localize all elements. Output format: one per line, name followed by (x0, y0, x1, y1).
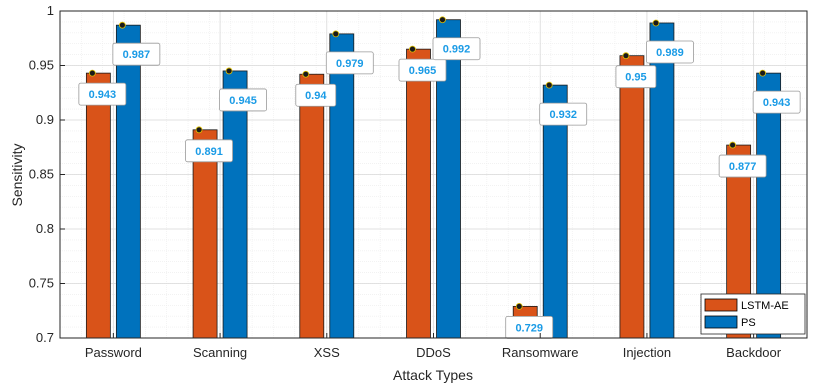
data-tip-marker (652, 19, 660, 27)
data-tip-marker (622, 52, 630, 60)
bar-lstm-ae-xss (299, 73, 325, 339)
data-label-box (78, 82, 127, 106)
data-tip-marker (729, 141, 737, 149)
data-label-box (219, 88, 267, 112)
data-label-box (539, 102, 588, 126)
data-label-box (185, 139, 233, 163)
bar-ps-xss (329, 33, 355, 339)
y-tick-label: 0.75 (29, 276, 54, 291)
x-tick-label-injection: Injection (623, 345, 671, 360)
grid-layer (60, 10, 807, 339)
data-tip-marker (225, 67, 233, 75)
data-label: 0.943 (89, 89, 117, 101)
y-tick-label: 0.8 (36, 221, 54, 236)
data-tip-marker (409, 45, 416, 53)
data-tip-marker (88, 69, 96, 77)
data-tip-marker (545, 81, 553, 89)
data-tip-marker (332, 30, 340, 38)
data-label: 0.989 (656, 47, 684, 59)
data-tip-marker (759, 69, 767, 77)
y-tick-label: 0.85 (29, 167, 54, 182)
x-tick-label-ransomware: Ransomware (502, 345, 579, 360)
data-label: 0.943 (763, 97, 791, 109)
data-label: 0.979 (336, 58, 364, 70)
x-axis: Password Scanning XSS DDoS Ransomware Injecti… (85, 333, 782, 360)
x-tick-label-scanning: Scanning (193, 345, 247, 360)
legend-swatch-lstm-ae (704, 298, 738, 312)
data-label-box (398, 58, 447, 82)
y-axis: 0.7 0.75 0.8 0.85 0.9 0.95 1 (29, 3, 65, 345)
bar-ps-password (115, 24, 141, 339)
data-label-box (112, 42, 161, 66)
data-label: 0.877 (729, 161, 757, 173)
y-axis-label: Sensitivity (9, 143, 25, 206)
legend-label-ps: PS (741, 317, 756, 329)
x-tick-label-ddos: DDoS (416, 345, 451, 360)
data-label: 0.945 (229, 95, 257, 107)
data-label-box (718, 154, 767, 178)
y-tick-label: 0.9 (36, 112, 54, 127)
data-label-box (432, 37, 481, 61)
data-label: 0.987 (123, 49, 151, 61)
data-label: 0.891 (195, 146, 223, 158)
bar-lstm-ae-injection (619, 55, 645, 339)
data-label-box (295, 83, 337, 107)
data-label: 0.94 (305, 90, 327, 102)
legend-swatch-ps (704, 315, 738, 329)
bar-lstm-ae-ddos (406, 48, 431, 339)
x-tick-label-backdoor: Backdoor (726, 345, 782, 360)
legend-label-lstm-ae: LSTM-AE (741, 300, 789, 312)
x-tick-label-password: Password (85, 345, 142, 360)
markers-layer (88, 16, 767, 310)
x-axis-label: Attack Types (393, 367, 473, 383)
x-tick-label-xss: XSS (314, 345, 340, 360)
data-label: 0.965 (409, 65, 437, 77)
data-label-box (646, 40, 694, 64)
data-label-box (752, 90, 801, 114)
y-tick-label: 0.7 (36, 330, 54, 345)
data-tip-marker (439, 16, 446, 24)
data-label: 0.992 (443, 44, 471, 56)
legend: LSTM-AE PS (700, 293, 806, 335)
data-tip-marker (302, 70, 310, 78)
data-tip-marker (118, 21, 126, 29)
data-label: 0.729 (515, 322, 543, 334)
data-labels-layer: 0.943 0.891 0.94 0.965 0.729 0.95 0.877 0.987 0.… (78, 37, 801, 339)
data-tip-marker (515, 302, 523, 310)
data-label: 0.932 (549, 109, 577, 121)
data-label-box (615, 65, 657, 89)
bar-ps-scanning (222, 70, 248, 339)
bar-lstm-ae-password (85, 72, 111, 339)
data-label-box (325, 51, 374, 75)
data-tip-marker (195, 126, 203, 134)
data-label: 0.95 (625, 72, 646, 84)
bar-lstm-ae-scanning (192, 129, 218, 339)
y-tick-label: 0.95 (29, 58, 54, 73)
y-tick-label: 1 (47, 3, 54, 18)
